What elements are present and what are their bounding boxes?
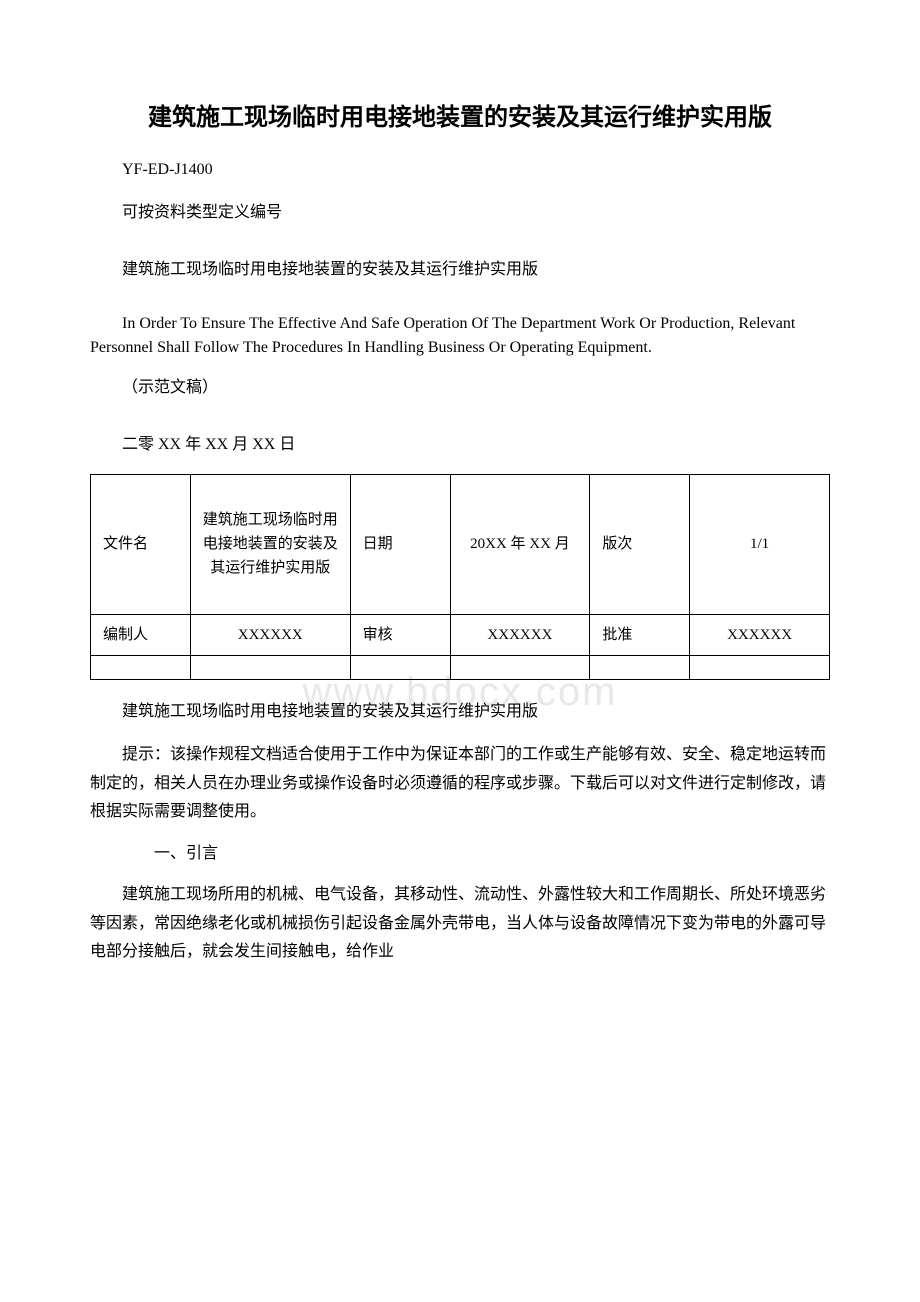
table-cell-value: 建筑施工现场临时用电接地装置的安装及其运行维护实用版 [190, 474, 350, 614]
table-cell-label: 编制人 [91, 614, 191, 655]
table-cell-empty [450, 655, 590, 679]
english-note: In Order To Ensure The Effective And Saf… [90, 312, 830, 360]
table-cell-value: XXXXXX [450, 614, 590, 655]
table-cell-value: 20XX 年 XX 月 [450, 474, 590, 614]
subtitle: 建筑施工现场临时用电接地装置的安装及其运行维护实用版 [90, 256, 830, 285]
table-cell-label: 批准 [590, 614, 690, 655]
table-row: 编制人 XXXXXX 审核 XXXXXX 批准 XXXXXX [91, 614, 830, 655]
table-cell-label: 文件名 [91, 474, 191, 614]
table-cell-empty [350, 655, 450, 679]
code-note: 可按资料类型定义编号 [90, 199, 830, 228]
table-cell-empty [91, 655, 191, 679]
table-row [91, 655, 830, 679]
body-subtitle: 建筑施工现场临时用电接地装置的安装及其运行维护实用版 [90, 698, 830, 727]
table-cell-label: 版次 [590, 474, 690, 614]
sample-note: （示范文稿） [90, 374, 830, 403]
table-cell-label: 日期 [350, 474, 450, 614]
table-cell-empty [690, 655, 830, 679]
table-cell-empty [590, 655, 690, 679]
document-code: YF-ED-J1400 [90, 156, 830, 185]
table-cell-value: XXXXXX [690, 614, 830, 655]
table-cell-label: 审核 [350, 614, 450, 655]
table-cell-value: XXXXXX [190, 614, 350, 655]
date-line: 二零 XX 年 XX 月 XX 日 [90, 431, 830, 460]
section-heading: 一、引言 [90, 841, 830, 867]
table-cell-value: 1/1 [690, 474, 830, 614]
body-paragraph: 建筑施工现场所用的机械、电气设备，其移动性、流动性、外露性较大和工作周期长、所处… [90, 881, 830, 967]
table-row: 文件名 建筑施工现场临时用电接地装置的安装及其运行维护实用版 日期 20XX 年… [91, 474, 830, 614]
table-cell-empty [190, 655, 350, 679]
document-info-table: 文件名 建筑施工现场临时用电接地装置的安装及其运行维护实用版 日期 20XX 年… [90, 474, 830, 680]
hint-paragraph: 提示：该操作规程文档适合使用于工作中为保证本部门的工作或生产能够有效、安全、稳定… [90, 741, 830, 827]
document-title: 建筑施工现场临时用电接地装置的安装及其运行维护实用版 [90, 100, 830, 136]
